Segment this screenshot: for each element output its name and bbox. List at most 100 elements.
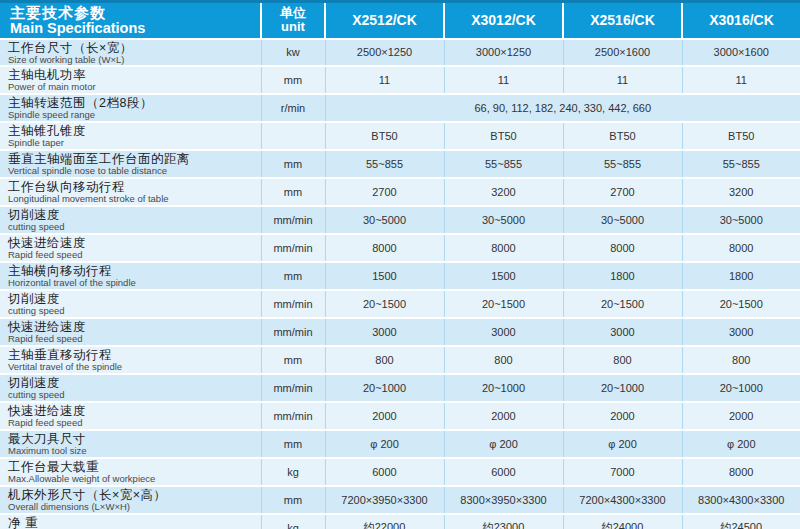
spec-row: 切削速度cutting speedmm/min30~500030~500030~… <box>0 206 800 234</box>
spec-value-cell: 2000 <box>444 402 563 430</box>
spec-row: 切削速度cutting speedmm/min20~100020~100020~… <box>0 374 800 402</box>
spec-value-cell: 3000 <box>563 318 682 346</box>
spec-value-cell: 20~1500 <box>325 290 444 318</box>
spec-value-cell: 11 <box>444 66 563 94</box>
spec-label-zh: 主轴转速范围（2档8段） <box>8 96 257 110</box>
spec-value-cell: 1800 <box>682 262 800 290</box>
spec-value-cell: BT50 <box>563 122 682 150</box>
spec-label-zh: 主轴电机功率 <box>8 68 257 82</box>
spec-value-cell: 20~1500 <box>444 290 563 318</box>
spec-label-zh: 净 重 <box>8 516 257 529</box>
spec-value-cell: 3200 <box>682 178 800 206</box>
spec-unit-cell: mm/min <box>261 402 325 430</box>
spec-row: 工作台纵向移动行程Longitudinal movement stroke of… <box>0 178 800 206</box>
spec-value-cell: 6000 <box>444 458 563 486</box>
spec-value-cell: 2700 <box>325 178 444 206</box>
spec-row: 主轴垂直移动行程Vertital travel of the spindlemm… <box>0 346 800 374</box>
spec-value-cell: 800 <box>444 346 563 374</box>
spec-value-cell: 20~1500 <box>682 290 800 318</box>
spec-value-cell: 11 <box>563 66 682 94</box>
spec-label-zh: 最大刀具尺寸 <box>8 432 257 446</box>
spec-unit-cell: mm/min <box>261 318 325 346</box>
spec-label-zh: 快速进给速度 <box>8 404 257 418</box>
spec-label-en: cutting speed <box>8 222 257 232</box>
spec-row: 垂直主轴端面至工作台面的距离Vertical spindle nose to t… <box>0 150 800 178</box>
spec-value-cell: BT50 <box>682 122 800 150</box>
spec-row: 最大刀具尺寸Maximum tool sizemmφ 200φ 200φ 200… <box>0 430 800 458</box>
spec-unit-cell: mm <box>261 66 325 94</box>
spec-value-cell: 约22000 <box>325 514 444 529</box>
spec-label-en: Spindle taper <box>8 138 257 148</box>
spec-label-zh: 快速进给速度 <box>8 320 257 334</box>
spec-label-zh: 机床外形尺寸（长×宽×高） <box>8 488 257 502</box>
spec-value-cell: 3000 <box>325 318 444 346</box>
table-header-row: 主要技术参数 Main Specifications 单位 unit X2512… <box>0 2 800 39</box>
spec-unit-cell <box>261 122 325 150</box>
table-title-cell: 主要技术参数 Main Specifications <box>0 2 261 39</box>
spec-value-cell: 7200×4300×3300 <box>563 486 682 514</box>
spec-label-en: Size of working table (W×L) <box>8 55 257 65</box>
table-title-zh: 主要技术参数 <box>10 4 260 21</box>
spec-value-cell: 20~1000 <box>444 374 563 402</box>
spec-label-cell: 工作台纵向移动行程Longitudinal movement stroke of… <box>0 178 261 206</box>
spec-unit-cell: r/min <box>261 94 325 122</box>
spec-value-cell: 1500 <box>325 262 444 290</box>
spec-label-cell: 切削速度cutting speed <box>0 374 261 402</box>
spec-label-cell: 主轴垂直移动行程Vertital travel of the spindle <box>0 346 261 374</box>
spec-label-zh: 快速进给速度 <box>8 236 257 250</box>
spec-label-zh: 主轴垂直移动行程 <box>8 348 257 362</box>
spec-value-cell: 55~855 <box>444 150 563 178</box>
spec-label-zh: 切削速度 <box>8 376 257 390</box>
spec-unit-cell: mm <box>261 178 325 206</box>
spec-value-cell: 20~1500 <box>563 290 682 318</box>
spec-value-cell: 约24500 <box>682 514 800 529</box>
spec-value-cell: 2000 <box>682 402 800 430</box>
spec-label-en: Max.Allowable weight of workpiece <box>8 474 257 484</box>
column-header-model-x2516ck: X2516/CK <box>563 2 682 39</box>
spec-label-zh: 切削速度 <box>8 292 257 306</box>
spec-label-en: Overall dimensions (L×W×H) <box>8 502 257 512</box>
spec-row: 主轴电机功率Power of main motormm11111111 <box>0 66 800 94</box>
spec-row: 快速进给速度Rapid feed speedmm/min200020002000… <box>0 402 800 430</box>
spec-label-cell: 切削速度cutting speed <box>0 206 261 234</box>
spec-label-en: Horizontal travel of the spindle <box>8 278 257 288</box>
spec-label-zh: 垂直主轴端面至工作台面的距离 <box>8 152 257 166</box>
spec-value-cell: 约23000 <box>444 514 563 529</box>
spec-unit-cell: mm/min <box>261 290 325 318</box>
table-body: 工作台尺寸（长×宽）Size of working table (W×L)kw 2… <box>0 39 800 529</box>
spec-sheet-page: 主要技术参数 Main Specifications 单位 unit X2512… <box>0 0 800 529</box>
spec-value-cell: 1500 <box>444 262 563 290</box>
spec-row: 主轴锥孔锥度Spindle taperBT50BT50BT50BT50 <box>0 122 800 150</box>
spec-label-cell: 主轴横向移动行程Horizontal travel of the spindle <box>0 262 261 290</box>
spec-label-cell: 机床外形尺寸（长×宽×高）Overall dimensions (L×W×H) <box>0 486 261 514</box>
spec-value-cell: 20~1000 <box>682 374 800 402</box>
spec-label-en: Vertical spindle nose to table distance <box>8 166 257 176</box>
spec-value-cell: φ 200 <box>325 430 444 458</box>
spec-label-en: Rapid feed speed <box>8 334 257 344</box>
spec-unit-cell: mm <box>261 150 325 178</box>
spec-unit-cell: mm <box>261 486 325 514</box>
spec-label-en: Rapid feed speed <box>8 418 257 428</box>
spec-label-en: Rapid feed speed <box>8 250 257 260</box>
spec-label-cell: 快速进给速度Rapid feed speed <box>0 318 261 346</box>
spec-value-cell: 7200×3950×3300 <box>325 486 444 514</box>
spec-value-cell: 20~1000 <box>563 374 682 402</box>
spec-label-en: Vertital travel of the spindle <box>8 362 257 372</box>
spec-value-cell: 8300×3950×3300 <box>444 486 563 514</box>
table-title-en: Main Specifications <box>10 21 260 37</box>
spec-label-cell: 工作台尺寸（长×宽）Size of working table (W×L) <box>0 39 261 67</box>
spec-value-cell: 2000 <box>325 402 444 430</box>
spec-value-cell: φ 200 <box>444 430 563 458</box>
spec-label-zh: 切削速度 <box>8 208 257 222</box>
spec-unit-cell: mm <box>261 430 325 458</box>
spec-value-cell: 11 <box>325 66 444 94</box>
spec-unit-cell: mm/min <box>261 206 325 234</box>
spec-value-cell: 2500×1600 <box>563 39 682 67</box>
spec-unit-cell: kw <box>261 39 325 67</box>
spec-label-cell: 垂直主轴端面至工作台面的距离Vertical spindle nose to t… <box>0 150 261 178</box>
spec-value-cell: 55~855 <box>682 150 800 178</box>
spec-label-en: cutting speed <box>8 306 257 316</box>
spec-unit-cell: mm/min <box>261 234 325 262</box>
spec-value-cell: 8000 <box>563 234 682 262</box>
column-header-model-x3012ck: X3012/CK <box>444 2 563 39</box>
